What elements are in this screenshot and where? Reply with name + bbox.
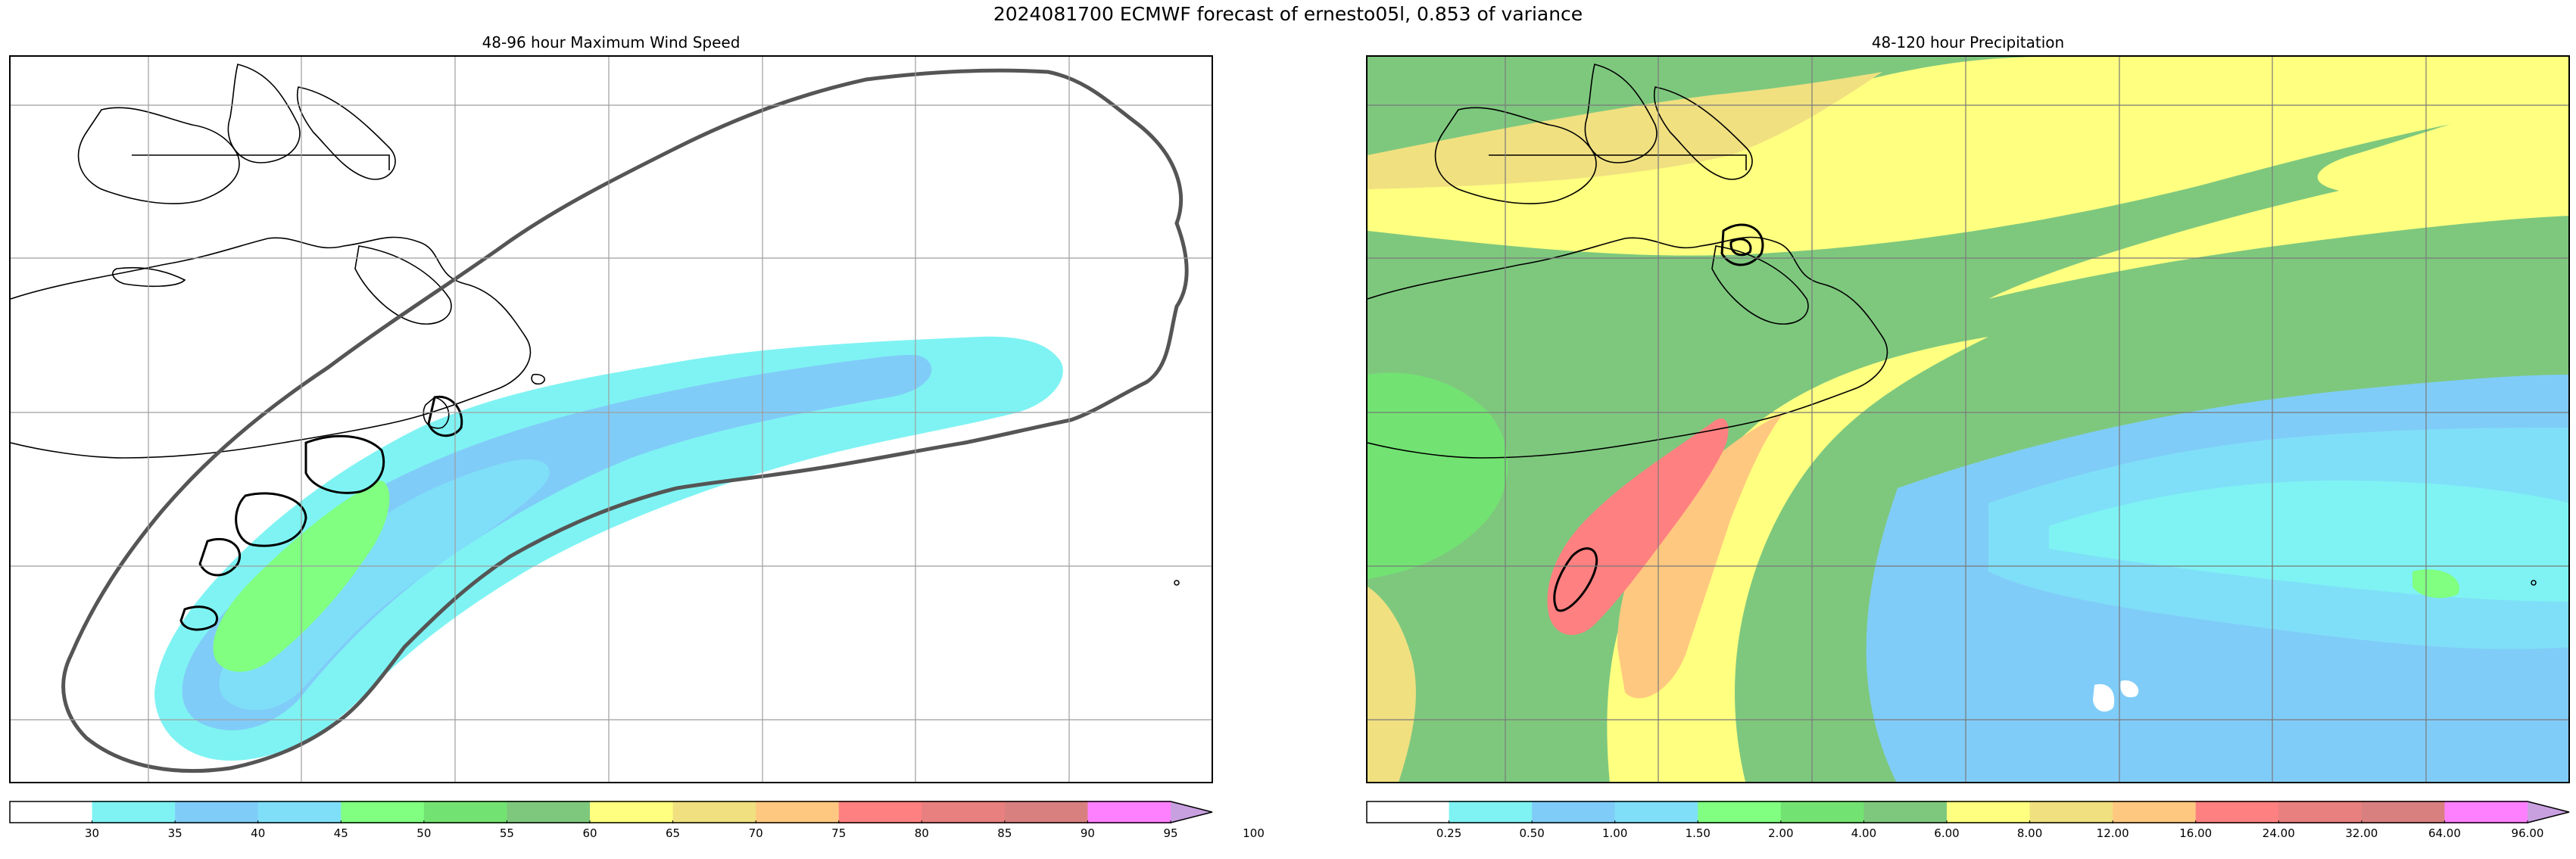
colorbar-tick-label: 2.00 xyxy=(1768,826,1794,840)
colorbar-tick-label: 30 xyxy=(85,826,100,840)
precip-band-ne-yellow xyxy=(2317,91,2568,193)
precip-colorbar-svg xyxy=(1366,801,2570,823)
precip-band-west-green xyxy=(1368,372,1508,579)
colorbar-tick-label: 95 xyxy=(1163,826,1178,840)
left-panel-title: 48-96 hour Maximum Wind Speed xyxy=(482,33,741,51)
colorbar-tick-label: 32.00 xyxy=(2345,826,2378,840)
colorbar-segment xyxy=(507,801,591,823)
gridlines xyxy=(1368,57,2568,782)
colorbar-segment xyxy=(175,801,259,823)
wind-colorbar-svg xyxy=(9,801,1255,823)
small-island xyxy=(2531,580,2537,586)
colorbar-segment xyxy=(1004,801,1088,823)
precipitation-map xyxy=(1366,55,2570,783)
wind-speed-map xyxy=(9,55,1213,783)
white-patch xyxy=(2093,680,2139,712)
colorbar-outline xyxy=(1366,801,2570,823)
wind-speed-map-svg xyxy=(11,57,1212,782)
colorbar-segment xyxy=(590,801,674,823)
wind-colorbar: 30 35 40 45 50 55 60 65 70 75 80 85 90 95 100 xyxy=(9,801,1265,840)
colorbar-tick-label: 45 xyxy=(333,826,348,840)
colorbar-segment xyxy=(423,801,507,823)
precip-band-upper-yellow xyxy=(1368,57,2568,256)
colorbar-tick-label: 100 xyxy=(1243,826,1265,840)
colorbar-tick-label: 96.00 xyxy=(2511,826,2544,840)
colorbar-tick-label: 0.25 xyxy=(1436,826,1462,840)
colorbar-segment xyxy=(672,801,756,823)
colorbar-tick-label: 60 xyxy=(582,826,597,840)
precipitation-map-svg xyxy=(1368,57,2568,782)
colorbar-segment xyxy=(1366,801,1450,823)
colorbar-tick-label: 8.00 xyxy=(2016,826,2043,840)
precip-band-sw-yellow xyxy=(1607,337,1988,782)
colorbar-segment xyxy=(1698,801,1782,823)
colorbar-segment xyxy=(756,801,840,823)
colorbar-segment xyxy=(2195,801,2279,823)
colorbar-tick-label: 24.00 xyxy=(2262,826,2295,840)
variance-contour-inner xyxy=(179,395,463,631)
colorbar-tick-label: 1.50 xyxy=(1685,826,1711,840)
colorbar-tick-label: 85 xyxy=(997,826,1012,840)
colorbar-segment xyxy=(2113,801,2197,823)
coastline xyxy=(11,64,545,459)
colorbar-segment xyxy=(1087,801,1171,823)
colorbar-segment xyxy=(1532,801,1616,823)
colorbar-tick-label: 80 xyxy=(914,826,929,840)
colorbar-tick-label: 35 xyxy=(167,826,182,840)
colorbar-extend-arrow xyxy=(2528,801,2569,823)
small-island xyxy=(1174,580,1180,586)
colorbar-segment xyxy=(1947,801,2031,823)
precip-band-right-yellow xyxy=(1988,148,2568,299)
colorbar-segment xyxy=(2444,801,2528,823)
colorbar-segment xyxy=(92,801,176,823)
colorbar-tick-label: 50 xyxy=(416,826,432,840)
gridlines xyxy=(11,57,1212,782)
right-panel-title: 48-120 hour Precipitation xyxy=(1871,33,2065,51)
colorbar-tick-label: 90 xyxy=(1080,826,1095,840)
wind-band-30-35 xyxy=(154,336,1063,761)
precip-band-light-green xyxy=(2412,569,2459,599)
colorbar-segment xyxy=(2278,801,2362,823)
colorbar-tick-label: 0.50 xyxy=(1519,826,1545,840)
colorbar-tick-label: 40 xyxy=(251,826,266,840)
colorbar-segment xyxy=(1614,801,1698,823)
variance-contour xyxy=(1553,223,1764,612)
wind-band-40-45 xyxy=(219,459,550,711)
precip-colorbar: 0.25 0.50 1.00 1.50 2.00 4.00 6.00 8.00 12.00 16.… xyxy=(1366,801,2570,840)
precip-band-sw-tan xyxy=(1368,587,1416,782)
colorbar-segment xyxy=(2029,801,2113,823)
colorbar-tick-label: 55 xyxy=(499,826,514,840)
colorbar-tick-label: 70 xyxy=(748,826,763,840)
colorbar-tick-label: 16.00 xyxy=(2179,826,2213,840)
colorbar-segment xyxy=(922,801,1006,823)
colorbar-outline xyxy=(9,801,1213,823)
colorbar-segment xyxy=(1449,801,1533,823)
colorbar-tick-label: 65 xyxy=(666,826,681,840)
colorbar-tick-label: 6.00 xyxy=(1934,826,1960,840)
colorbar-segment xyxy=(257,801,341,823)
precip-band-upper-tan xyxy=(1368,72,1882,189)
colorbar-segment xyxy=(341,801,425,823)
colorbar-segment xyxy=(838,801,922,823)
colorbar-segment xyxy=(1863,801,1948,823)
colorbar-segment xyxy=(9,801,93,823)
colorbar-segment xyxy=(2361,801,2445,823)
colorbar-tick-label: 75 xyxy=(831,826,847,840)
precip-band-red xyxy=(1547,419,1729,635)
colorbar-tick-label: 4.00 xyxy=(1851,826,1877,840)
colorbar-segment xyxy=(1780,801,1864,823)
colorbar-extend-arrow xyxy=(1171,801,1212,823)
coastline xyxy=(1368,64,1888,459)
precip-band-orange xyxy=(1617,412,1784,699)
colorbar-tick-label: 12.00 xyxy=(2096,826,2129,840)
variance-contour-outer xyxy=(61,68,1189,773)
colorbar-tick-label: 64.00 xyxy=(2428,826,2461,840)
figure-title: 2024081700 ECMWF forecast of ernesto05l,… xyxy=(993,3,1583,25)
colorbar-tick-label: 1.00 xyxy=(1602,826,1628,840)
